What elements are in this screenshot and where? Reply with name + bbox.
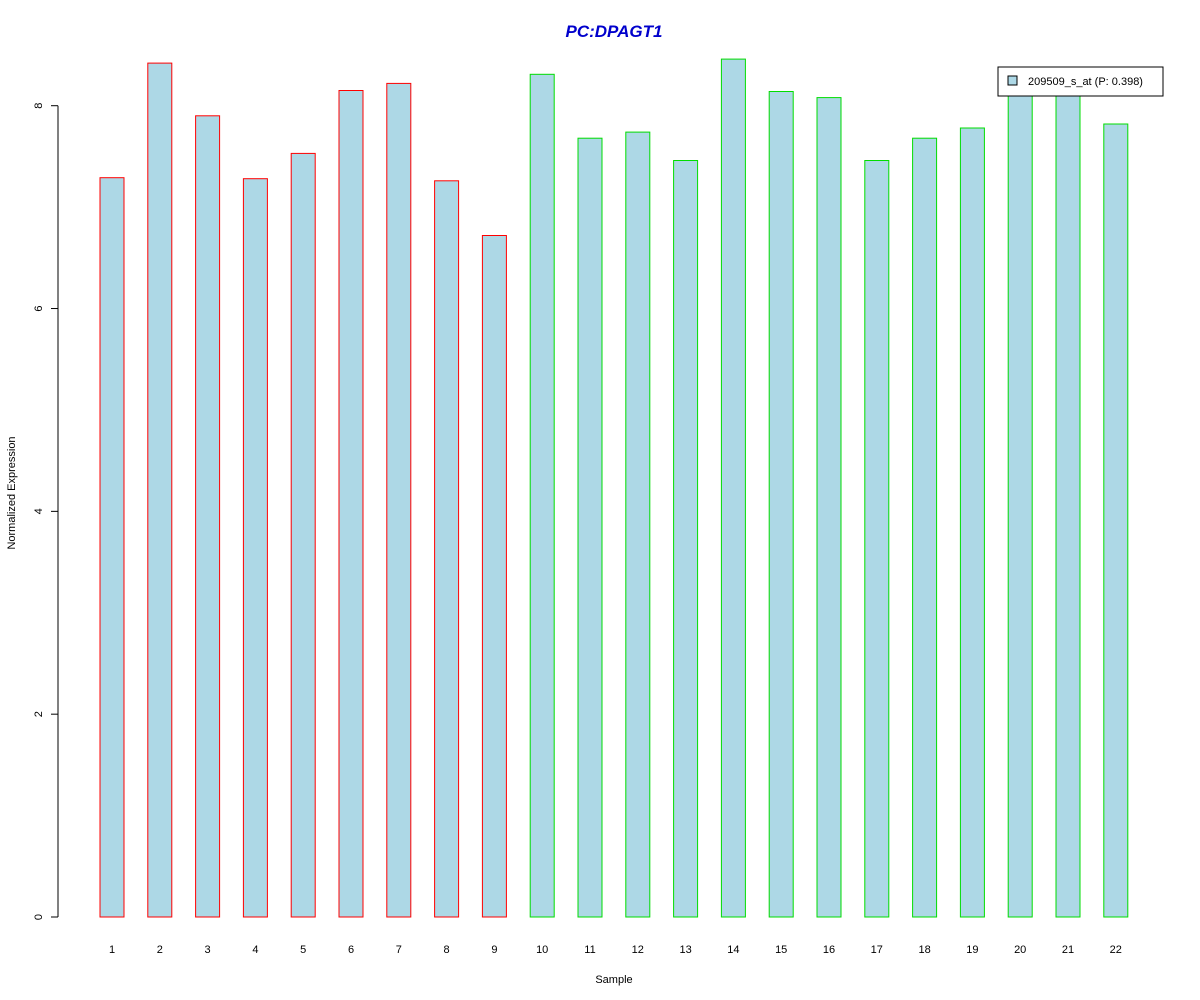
bar-sample-13 bbox=[673, 160, 699, 918]
x-tick-label: 4 bbox=[252, 944, 258, 956]
bar-sample-20 bbox=[1007, 90, 1033, 918]
y-tick-label: 4 bbox=[33, 508, 45, 514]
y-tick-label: 6 bbox=[33, 305, 45, 311]
bar-sample-18 bbox=[912, 137, 938, 918]
x-tick-label: 5 bbox=[300, 944, 306, 956]
legend-label: 209509_s_at (P: 0.398) bbox=[1028, 76, 1143, 88]
bar-sample-3 bbox=[195, 115, 221, 918]
y-axis-label: Normalized Expression bbox=[6, 436, 18, 549]
bar-sample-6 bbox=[338, 90, 364, 918]
bar-sample-9 bbox=[481, 235, 507, 918]
x-tick-label: 12 bbox=[632, 944, 644, 956]
bar-sample-4 bbox=[242, 178, 268, 918]
bar-sample-16 bbox=[816, 97, 842, 918]
x-tick-label: 8 bbox=[444, 944, 450, 956]
legend: 209509_s_at (P: 0.398) bbox=[997, 66, 1164, 97]
x-tick-label: 7 bbox=[396, 944, 402, 956]
bar-sample-14 bbox=[720, 58, 746, 918]
x-tick-label: 18 bbox=[918, 944, 930, 956]
x-tick-labels: 1 2 3 4 5 6 7 8 9 10 11 12 13 14 15 16 17 18 19 20 21 22 bbox=[109, 944, 1122, 956]
x-tick-label: 13 bbox=[679, 944, 691, 956]
x-tick-label: 16 bbox=[823, 944, 835, 956]
x-tick-label: 1 bbox=[109, 944, 115, 956]
bar-sample-10 bbox=[529, 73, 555, 918]
x-tick-label: 10 bbox=[536, 944, 548, 956]
x-tick-label: 6 bbox=[348, 944, 354, 956]
bar-sample-21 bbox=[1055, 90, 1081, 918]
x-tick-label: 21 bbox=[1062, 944, 1074, 956]
x-tick-label: 11 bbox=[584, 944, 595, 956]
chart-title: PC:DPAGT1 bbox=[566, 22, 663, 41]
bar-sample-5 bbox=[290, 152, 316, 918]
y-tick-label: 0 bbox=[33, 914, 45, 920]
bar-sample-17 bbox=[864, 160, 890, 918]
bar-sample-1 bbox=[99, 177, 125, 918]
x-axis-label: Sample bbox=[595, 974, 632, 986]
bars bbox=[99, 58, 1129, 918]
x-tick-label: 9 bbox=[491, 944, 497, 956]
x-tick-label: 15 bbox=[775, 944, 787, 956]
legend-box bbox=[997, 66, 1164, 97]
x-tick-label: 20 bbox=[1014, 944, 1026, 956]
bar-sample-7 bbox=[386, 82, 412, 918]
y-axis: 0 2 4 6 8 bbox=[33, 103, 59, 920]
bar-sample-8 bbox=[434, 180, 460, 918]
bar-sample-11 bbox=[577, 137, 603, 918]
x-tick-label: 17 bbox=[871, 944, 883, 956]
legend-swatch bbox=[1007, 75, 1018, 86]
y-tick-label: 8 bbox=[33, 103, 45, 109]
bar-sample-2 bbox=[147, 62, 173, 918]
x-tick-label: 2 bbox=[157, 944, 163, 956]
x-tick-label: 14 bbox=[727, 944, 739, 956]
bar-sample-15 bbox=[768, 91, 794, 918]
y-tick-label: 2 bbox=[33, 711, 45, 717]
bar-sample-22 bbox=[1103, 123, 1129, 918]
x-tick-label: 19 bbox=[966, 944, 978, 956]
bar-sample-19 bbox=[959, 127, 985, 918]
bar-sample-12 bbox=[625, 131, 651, 918]
x-tick-label: 3 bbox=[205, 944, 211, 956]
x-tick-label: 22 bbox=[1110, 944, 1122, 956]
